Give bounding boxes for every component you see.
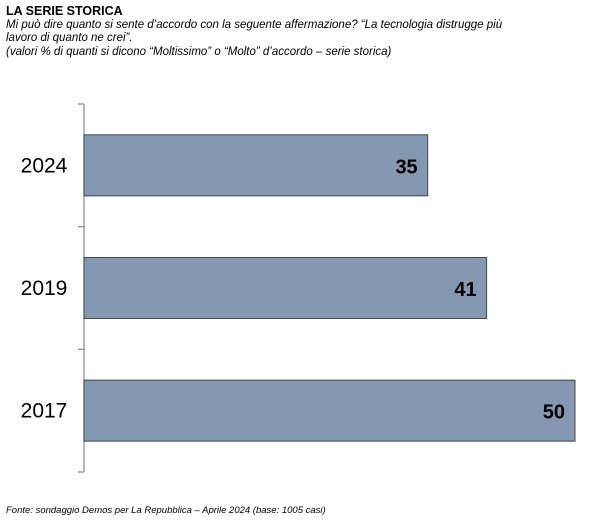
bar — [83, 257, 488, 319]
data-label: 50 — [543, 402, 565, 424]
bar — [83, 134, 429, 197]
question-line-1: Mi può dire quanto si sente d’accordo co… — [6, 19, 503, 31]
chart-header: LA SERIE STORICA Mi può dire quanto si s… — [6, 4, 596, 59]
category-label: 2019 — [21, 277, 68, 300]
chart-note: (valori % di quanti si dicono “Moltissim… — [6, 46, 392, 58]
data-label: 35 — [395, 156, 417, 178]
category-label: 2017 — [21, 400, 68, 423]
bar — [83, 379, 576, 442]
question-line-2: lavoro di quanto ne crei”. — [6, 32, 133, 44]
chart-title: LA SERIE STORICA — [6, 4, 123, 18]
data-label: 41 — [454, 279, 476, 301]
source-note: Fonte: sondaggio Demos per La Repubblica… — [6, 505, 326, 516]
category-label: 2024 — [21, 154, 68, 177]
